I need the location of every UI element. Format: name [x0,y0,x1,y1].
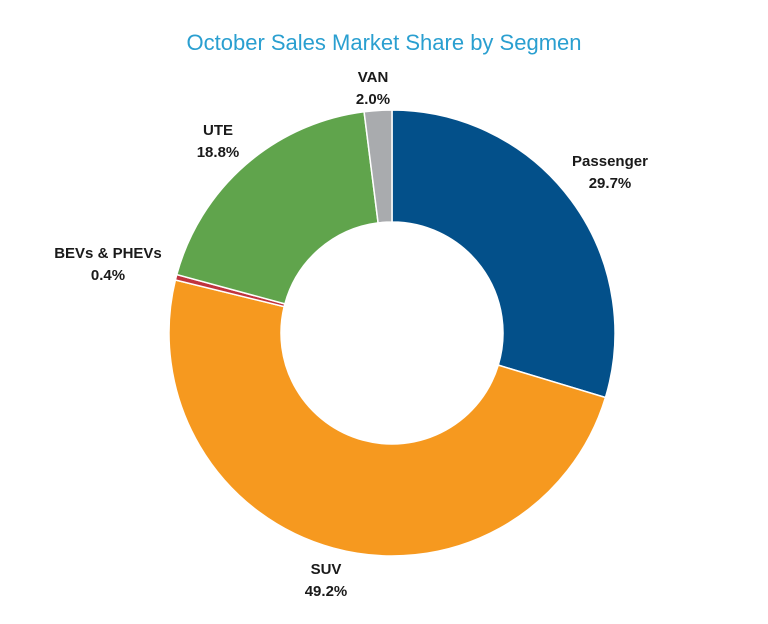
slice-value-suv: 49.2% [305,583,348,600]
slice-label-suv: SUV 49.2% [305,561,348,600]
slice-label-ute: UTE 18.8% [197,122,240,161]
slice-name-ute: UTE [203,122,233,139]
labels-group: Passenger 29.7% SUV 49.2% BEVs & PHEVs 0.4% UT… [54,69,648,600]
slice-name-passenger: Passenger [572,153,648,170]
slice-ute [175,110,379,305]
slice-name-suv: SUV [311,561,342,578]
slice-suv [168,279,607,557]
chart-title: October Sales Market Share by Segmen [187,30,582,55]
slice-label-bevs-phevs: BEVs & PHEVs 0.4% [54,245,162,284]
slice-value-passenger: 29.7% [589,175,632,192]
slice-name-van: VAN [358,69,389,86]
slice-value-bevs-phevs: 0.4% [91,267,125,284]
slices-group [168,109,616,557]
slice-label-passenger: Passenger 29.7% [572,153,648,192]
slice-passenger [391,109,616,399]
slice-value-van: 2.0% [356,91,390,108]
slice-value-ute: 18.8% [197,144,240,161]
slice-label-van: VAN 2.0% [356,69,390,108]
slice-van [363,109,393,224]
slice-name-bevs-phevs: BEVs & PHEVs [54,245,162,262]
